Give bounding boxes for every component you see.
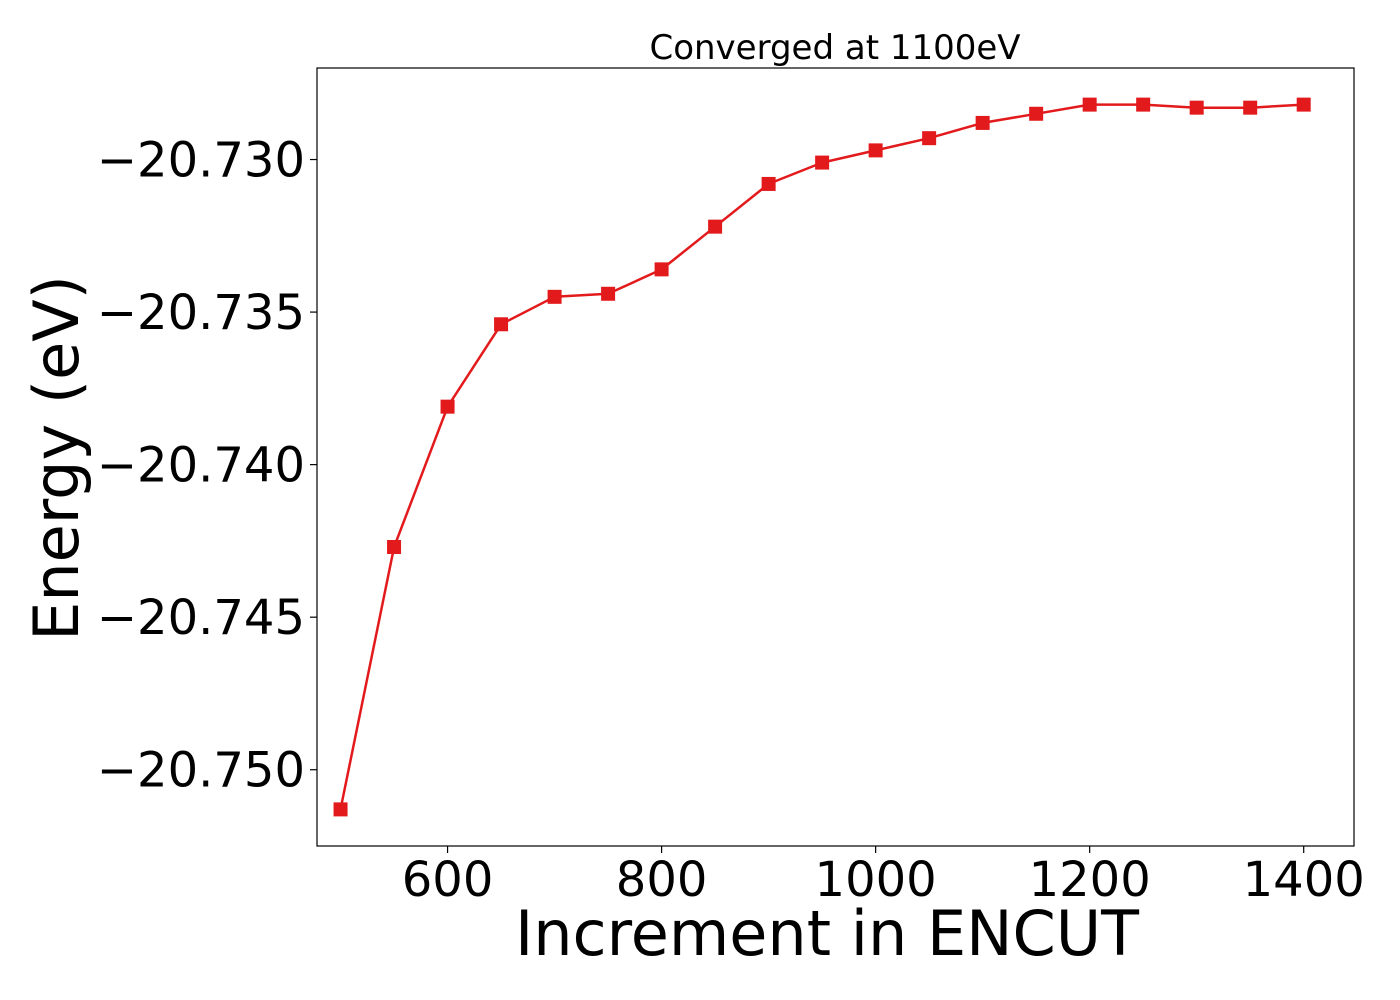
plot-frame	[316, 67, 1355, 847]
y-tick-label: −20.750	[97, 743, 305, 799]
data-point	[440, 399, 455, 414]
data-point	[922, 131, 937, 146]
x-axis-label: Increment in ENCUT	[515, 897, 1140, 970]
x-tick-label: 1400	[1243, 852, 1365, 908]
x-axis: 600 800 1000 1200 1400	[402, 846, 1365, 908]
data-point	[1243, 100, 1258, 115]
x-tick-label: 600	[402, 852, 494, 908]
data-point	[1296, 97, 1311, 112]
x-tick-label: 1200	[1029, 852, 1151, 908]
series-line	[339, 103, 1304, 810]
y-tick-label: −20.740	[97, 438, 305, 494]
x-tick-label: 1000	[815, 852, 937, 908]
y-axis-label: Energy (eV)	[20, 275, 93, 641]
plot-area	[333, 97, 1311, 817]
data-point	[494, 317, 509, 332]
data-point	[868, 143, 883, 158]
data-point	[1136, 97, 1151, 112]
data-point	[333, 802, 348, 817]
chart-title: Converged at 1100eV	[649, 28, 1020, 68]
data-point	[708, 219, 723, 234]
y-axis: −20.750 −20.745 −20.740 −20.735 −20.730	[97, 133, 317, 799]
x-tick-label: 800	[616, 852, 708, 908]
data-point	[654, 262, 669, 277]
data-point	[1189, 100, 1204, 115]
y-tick-label: −20.745	[97, 590, 305, 646]
data-point	[601, 286, 616, 301]
y-tick-label: −20.735	[97, 285, 305, 341]
data-point	[815, 155, 830, 170]
data-point	[547, 289, 562, 304]
data-point	[761, 176, 776, 191]
y-tick-label: −20.730	[97, 133, 305, 189]
data-point	[1029, 106, 1044, 121]
data-point	[387, 540, 402, 555]
data-point	[1082, 97, 1097, 112]
data-point	[975, 115, 990, 130]
